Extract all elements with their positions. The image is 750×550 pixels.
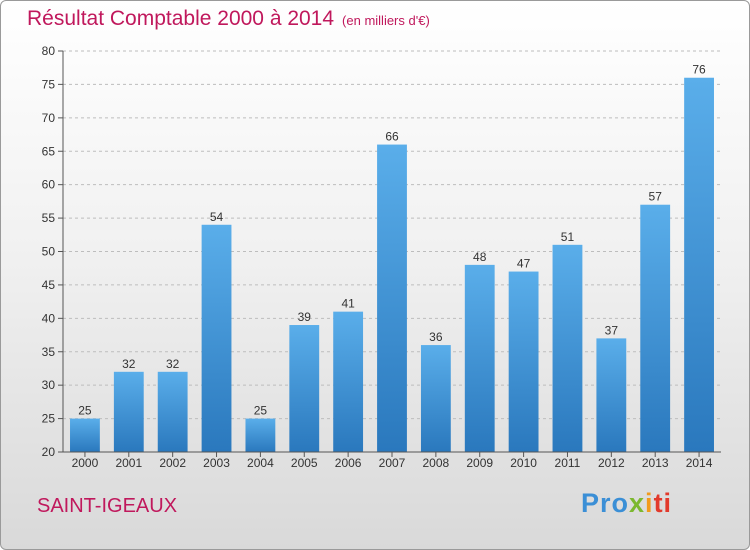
x-tick-label: 2010 bbox=[510, 456, 537, 470]
bar-2011 bbox=[552, 244, 583, 452]
y-tick-label: 30 bbox=[42, 378, 56, 392]
bar-2005 bbox=[289, 325, 320, 452]
data-label-2009: 48 bbox=[473, 250, 487, 264]
y-tick-label: 65 bbox=[42, 144, 56, 158]
bar-2003 bbox=[201, 224, 232, 452]
bar-2004 bbox=[245, 418, 276, 452]
bar-2008 bbox=[420, 345, 451, 452]
x-tick-label: 2004 bbox=[247, 456, 274, 470]
commune-name: SAINT-IGEAUX bbox=[37, 495, 178, 517]
y-tick-label: 80 bbox=[42, 44, 56, 58]
bar-2012 bbox=[596, 338, 627, 452]
bar-2010 bbox=[508, 271, 539, 452]
bar-2007 bbox=[377, 144, 407, 453]
x-tick-label: 2009 bbox=[466, 456, 493, 470]
x-tick-label: 2011 bbox=[555, 456, 581, 470]
bar-2009 bbox=[464, 264, 495, 452]
data-label-2010: 47 bbox=[517, 257, 531, 271]
y-tick-label: 70 bbox=[42, 111, 56, 125]
data-label-2003: 54 bbox=[210, 210, 224, 224]
y-tick-label: 55 bbox=[42, 211, 56, 225]
x-tick-label: 2002 bbox=[159, 456, 186, 470]
bar-2000 bbox=[70, 418, 100, 452]
x-tick-label: 2003 bbox=[203, 456, 230, 470]
y-tick-label: 25 bbox=[42, 412, 56, 426]
y-tick-label: 35 bbox=[42, 345, 56, 359]
y-tick-label: 75 bbox=[42, 77, 56, 91]
data-label-2007: 66 bbox=[385, 130, 399, 144]
x-tick-label: 2000 bbox=[72, 456, 99, 470]
bar-2014 bbox=[684, 77, 714, 452]
data-label-2000: 25 bbox=[78, 404, 92, 418]
y-tick-label: 20 bbox=[42, 445, 56, 459]
x-tick-label: 2008 bbox=[423, 456, 450, 470]
proxiti-logo: Proxiti bbox=[581, 488, 673, 518]
bar-2002 bbox=[157, 371, 188, 452]
x-tick-label: 2001 bbox=[115, 456, 142, 470]
data-label-2012: 37 bbox=[605, 323, 619, 337]
data-label-2014: 76 bbox=[692, 63, 706, 77]
y-tick-label: 45 bbox=[42, 278, 56, 292]
bar-2001 bbox=[113, 371, 144, 452]
x-tick-label: 2007 bbox=[379, 456, 406, 470]
data-label-2008: 36 bbox=[429, 330, 443, 344]
x-tick-label: 2012 bbox=[598, 456, 625, 470]
data-label-2006: 41 bbox=[341, 297, 355, 311]
data-label-2011: 51 bbox=[561, 230, 575, 244]
data-label-2004: 25 bbox=[254, 404, 268, 418]
data-label-2002: 32 bbox=[166, 357, 180, 371]
x-tick-label: 2005 bbox=[291, 456, 318, 470]
x-tick-label: 2014 bbox=[686, 456, 713, 470]
data-label-2013: 57 bbox=[649, 190, 663, 204]
bar-2006 bbox=[333, 311, 364, 452]
chart-title: Résultat Comptable 2000 à 2014 (en millie… bbox=[27, 7, 430, 30]
x-tick-label: 2013 bbox=[642, 456, 669, 470]
bar-2013 bbox=[640, 204, 671, 452]
data-label-2005: 39 bbox=[298, 310, 312, 324]
y-tick-label: 40 bbox=[42, 311, 56, 325]
x-tick-label: 2006 bbox=[335, 456, 362, 470]
y-tick-label: 50 bbox=[42, 245, 56, 259]
data-label-2001: 32 bbox=[122, 357, 136, 371]
y-tick-label: 60 bbox=[42, 178, 56, 192]
chart-subtitle: (en milliers d'€) bbox=[342, 13, 430, 28]
